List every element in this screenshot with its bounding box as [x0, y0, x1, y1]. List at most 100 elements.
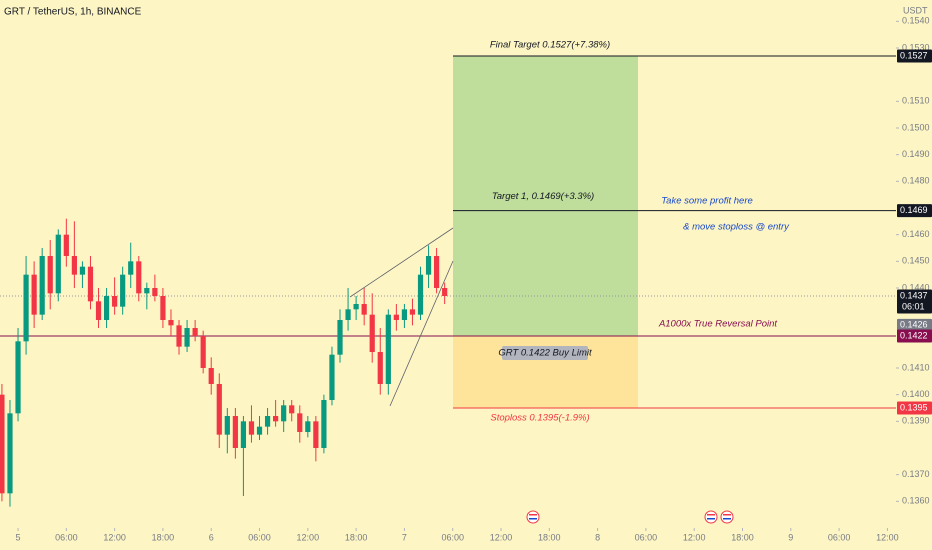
- candle-body: [103, 296, 110, 320]
- y-tick-label: 0.1480: [902, 176, 930, 186]
- candle-body: [144, 288, 150, 294]
- x-tick-label: 12:00: [876, 532, 899, 542]
- event-icon: [720, 510, 734, 524]
- candle-body: [31, 274, 37, 315]
- candle-body: [152, 288, 158, 296]
- y-tick-label: 0.1530: [902, 42, 930, 52]
- chart-title: GRT / TetherUS, 1h, BINANCE: [4, 7, 142, 18]
- x-tick-label: 12:00: [683, 532, 706, 542]
- x-tick-label: 06:00: [828, 532, 851, 542]
- price-label-box: [897, 318, 932, 332]
- annotation: Take some profit here: [661, 196, 753, 207]
- y-tick-label: 0.1490: [902, 149, 930, 159]
- price-label: 0.1437: [900, 290, 928, 300]
- candle-body: [240, 421, 247, 448]
- x-tick-label: 12:00: [297, 532, 320, 542]
- profit-zone: [453, 56, 638, 336]
- candle-body: [297, 413, 303, 432]
- candle-body: [369, 314, 375, 352]
- candle-body: [281, 405, 287, 422]
- price-label: 0.1395: [900, 402, 928, 412]
- event-icon: [704, 510, 718, 524]
- candle-body: [79, 266, 86, 275]
- event-icon: [526, 510, 540, 524]
- price-label-box: [897, 329, 932, 343]
- y-tick-label: 0.1540: [902, 16, 930, 26]
- candle-body: [329, 354, 335, 400]
- candle-body: [417, 274, 424, 315]
- candle-body: [442, 288, 448, 296]
- x-tick-label: 06:00: [441, 532, 464, 542]
- x-tick-label: 06:00: [248, 532, 271, 542]
- candle-body: [200, 336, 206, 368]
- x-tick-label: 12:00: [103, 532, 126, 542]
- candle-body: [289, 405, 295, 414]
- candle-body: [409, 309, 416, 315]
- candle-body: [128, 261, 134, 275]
- candle-body: [7, 413, 13, 494]
- candle-body: [305, 421, 311, 432]
- candle-body: [321, 400, 327, 448]
- x-tick-label: 06:00: [635, 532, 658, 542]
- candle-body: [353, 304, 359, 310]
- candle-body: [232, 416, 238, 448]
- candle-body: [224, 416, 230, 435]
- candle-body: [216, 384, 222, 435]
- candle-body: [377, 352, 383, 384]
- candle-body: [63, 234, 69, 256]
- y-tick-label: 0.1500: [902, 122, 930, 132]
- candle-body: [0, 394, 5, 494]
- y-tick-label: 0.1510: [902, 96, 930, 106]
- price-label-box: [897, 289, 932, 314]
- candle-body: [23, 274, 29, 342]
- candle-body: [256, 426, 263, 435]
- candle-body: [39, 256, 45, 315]
- wedge-line: [389, 260, 454, 407]
- candle-body: [71, 256, 77, 275]
- price-label-box: [897, 204, 932, 218]
- y-tick-label: 0.1390: [902, 416, 930, 426]
- wedge-line: [349, 227, 454, 298]
- annotation-box: [502, 346, 588, 360]
- candle-body: [112, 296, 118, 307]
- candle-body: [120, 274, 126, 307]
- candle-body: [361, 304, 367, 315]
- candle-body: [136, 261, 142, 294]
- candle-body: [208, 368, 214, 384]
- candle-body: [184, 328, 190, 347]
- candle-body: [401, 309, 408, 320]
- price-label-box: [897, 49, 932, 63]
- x-tick-label: 9: [788, 532, 793, 542]
- annotation: Final Target 0.1527(+7.38%): [490, 40, 610, 51]
- x-tick-label: 7: [402, 532, 407, 542]
- x-tick-label: 06:00: [55, 532, 78, 542]
- candle-body: [176, 325, 182, 347]
- candle-body: [47, 256, 53, 294]
- x-tick-label: 18:00: [345, 532, 368, 542]
- price-label: 0.1469: [900, 205, 928, 215]
- candle-body: [15, 341, 21, 414]
- annotation: A1000x True Reversal Point: [658, 319, 777, 330]
- candle-body: [168, 320, 174, 326]
- candle-body: [273, 416, 279, 422]
- y-tick-label: 0.1400: [902, 389, 930, 399]
- candle-body: [393, 314, 399, 320]
- candle-body: [192, 328, 198, 336]
- candle-body: [95, 301, 102, 320]
- annotation: Stoploss 0.1395(-1.9%): [490, 413, 589, 424]
- candle-body: [87, 266, 94, 302]
- candle-body: [55, 234, 61, 294]
- price-label-box: [897, 401, 932, 415]
- x-tick-label: 8: [595, 532, 600, 542]
- candle-body: [337, 320, 343, 355]
- candle-body: [425, 256, 432, 275]
- y-tick-label: 0.1370: [902, 469, 930, 479]
- x-tick-label: 18:00: [152, 532, 175, 542]
- candle-body: [385, 314, 391, 384]
- price-label: 0.1422: [900, 330, 928, 340]
- x-tick-label: 18:00: [731, 532, 754, 542]
- countdown: 06:01: [902, 301, 925, 311]
- y-tick-label: 0.1440: [902, 282, 930, 292]
- candle-body: [313, 421, 319, 448]
